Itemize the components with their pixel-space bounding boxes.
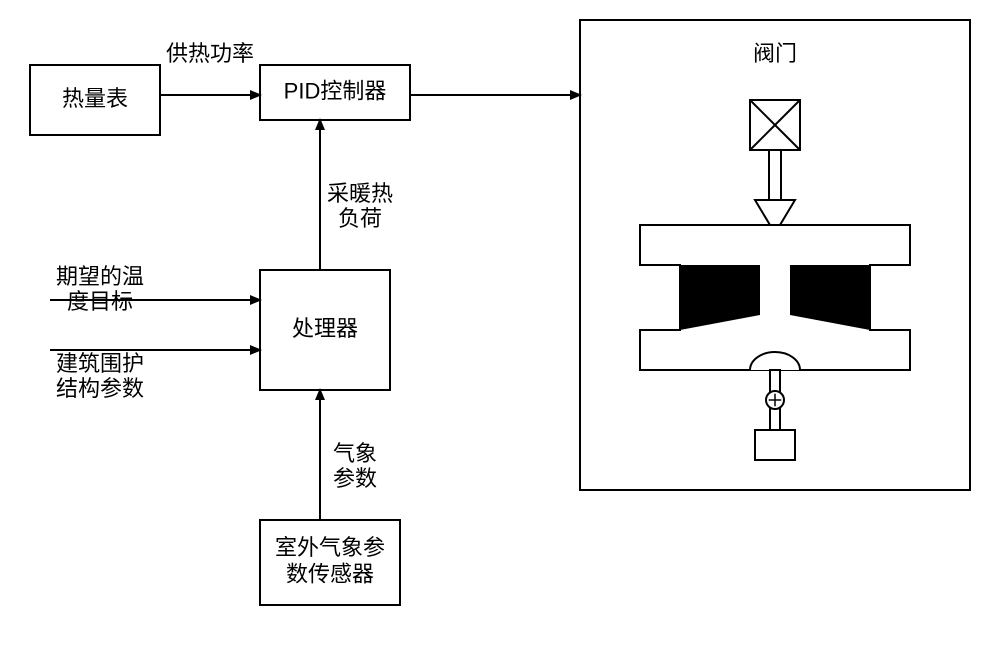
edge-0-label: 供热功率 [166, 41, 254, 66]
sensor-label-1: 数传感器 [286, 562, 374, 587]
edge-3-label-1: 参数 [333, 466, 377, 491]
heatMeter-label: 热量表 [62, 86, 128, 111]
edge-2-label-0: 采暖热 [327, 181, 393, 206]
edge-4-label-1: 度目标 [67, 289, 133, 314]
valvePanel-label: 阀门 [753, 41, 797, 66]
edge-4-label-0: 期望的温 [56, 264, 144, 289]
pid-label: PID控制器 [284, 78, 387, 103]
valve-base [755, 430, 795, 460]
edge-3-label-0: 气象 [333, 441, 377, 466]
edge-5-label-0: 建筑围护 [56, 351, 144, 376]
edge-2-label-1: 负荷 [338, 206, 382, 231]
processor-label: 处理器 [292, 316, 358, 341]
edge-5-label-1: 结构参数 [56, 376, 144, 401]
sensor-label-0: 室外气象参 [275, 535, 385, 560]
